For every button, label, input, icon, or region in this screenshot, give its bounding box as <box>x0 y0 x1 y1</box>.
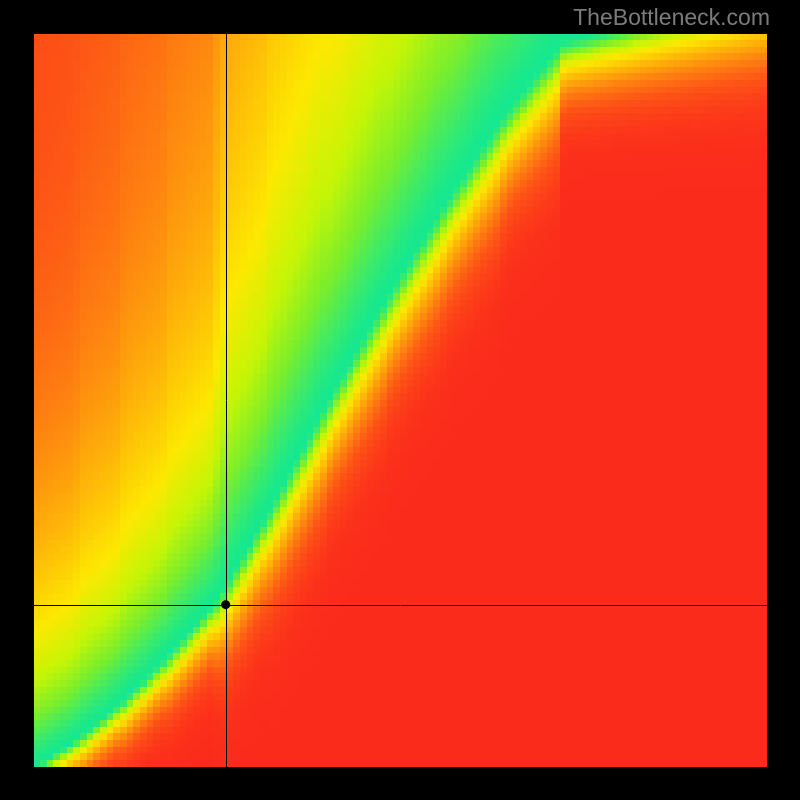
watermark-text: TheBottleneck.com <box>573 4 770 31</box>
figure-root: TheBottleneck.com <box>0 0 800 800</box>
heatmap-canvas <box>34 34 767 767</box>
